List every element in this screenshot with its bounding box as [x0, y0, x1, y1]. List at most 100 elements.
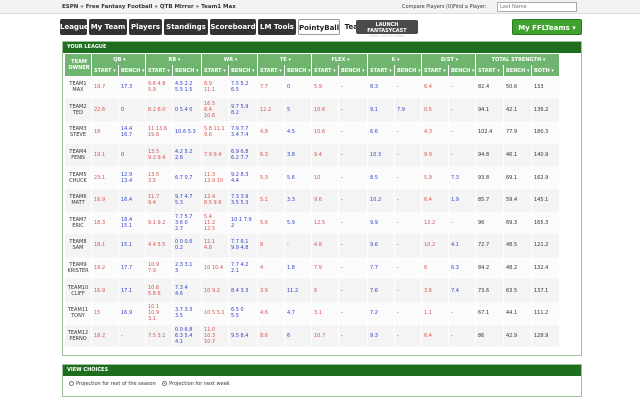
next-week-label[interactable]: Projection for next week: [169, 381, 230, 387]
flex-bench-cell: -: [339, 143, 367, 167]
team-owner-cell[interactable]: TEAM11 TONY: [65, 301, 91, 325]
dst-bench-header[interactable]: BENCH ▾: [449, 65, 475, 76]
my-teams-dropdown[interactable]: My FFLTeams ▾: [512, 19, 582, 35]
k-start-cell: 9.3: [368, 324, 394, 348]
team-owner-cell[interactable]: TEAM1 MAX: [65, 76, 91, 99]
team-owner-cell[interactable]: TEAM2 TED: [65, 98, 91, 122]
team-owner-cell[interactable]: TEAM6 MATT: [65, 188, 91, 212]
rb-start-header[interactable]: START ▾: [146, 65, 172, 76]
k-bench-header[interactable]: BENCH ▾: [395, 65, 421, 76]
dst-header[interactable]: D/ST ▾: [422, 54, 475, 65]
flex-start-cell: 10.7: [312, 324, 338, 348]
rb-bench-cell: 3.7 3.3 3.5: [173, 301, 201, 325]
rb-start-cell: 13.5 3.5: [146, 166, 172, 189]
k-start-cell: 7.2: [368, 301, 394, 325]
qb-bench-cell: 0: [119, 143, 145, 167]
tot-bench-cell: 42.9: [504, 324, 531, 348]
te-start-cell: 5.6: [258, 211, 284, 235]
find-player-input[interactable]: [497, 2, 577, 12]
qb-header[interactable]: QB ▾: [92, 54, 145, 65]
dst-start-header[interactable]: START ▾: [422, 65, 448, 76]
compare-players-link[interactable]: Compare Players (0): [402, 4, 454, 10]
team-owner-cell[interactable]: TEAM4 FENN: [65, 143, 91, 167]
tot-bench-cell: 69.3: [504, 211, 531, 235]
tab-standings[interactable]: Standings: [164, 19, 208, 35]
tab-lm-tools[interactable]: LM Tools: [258, 19, 296, 35]
total-start-header[interactable]: START ▾: [476, 65, 503, 76]
qb-start-header[interactable]: START ▾: [92, 65, 118, 76]
flex-header[interactable]: FLEX ▾: [312, 54, 367, 65]
team-owner-cell[interactable]: TEAM9 KRISTER: [65, 256, 91, 280]
dst-bench-cell: 7.3: [449, 166, 475, 189]
rest-of-season-radio[interactable]: [69, 381, 74, 386]
flex-bench-cell: -: [339, 76, 367, 99]
tab-players[interactable]: Players: [129, 19, 162, 35]
rest-of-season-label[interactable]: Projection for rest of the season: [76, 381, 156, 387]
team-owner-cell[interactable]: TEAM5 CHUCK: [65, 166, 91, 189]
tab-pointyball[interactable]: PointyBall: [298, 19, 340, 35]
rb-bench-header[interactable]: BENCH ▾: [173, 65, 201, 76]
dst-start-cell: 6.4: [422, 76, 448, 99]
te-bench-cell: 5: [285, 98, 311, 122]
k-start-cell: 7.7: [368, 256, 394, 280]
tot-start-cell: 73.6: [476, 279, 503, 302]
tot-start-cell: 82.4: [476, 76, 503, 99]
te-bench-cell: 4.7: [285, 301, 311, 325]
total-both-header[interactable]: BOTH ▾: [532, 65, 559, 76]
tot-both-cell: 140.9: [532, 143, 559, 167]
k-start-cell: 6.6: [368, 121, 394, 144]
dst-start-cell: 0.5: [422, 98, 448, 122]
view-choices-title: VIEW CHOICES: [63, 365, 581, 376]
wr-start-header[interactable]: START ▾: [202, 65, 228, 76]
tot-start-cell: 94.8: [476, 143, 503, 167]
team-owner-cell[interactable]: TEAM8 SAM: [65, 234, 91, 257]
rb-bench-cell: 0 5.4 0: [173, 98, 201, 122]
te-start-header[interactable]: START ▾: [258, 65, 284, 76]
launch-fantasycast-button[interactable]: LAUNCH FANTASYCAST FREE LIVE SCORING: [356, 20, 418, 38]
flex-bench-header[interactable]: BENCH ▾: [339, 65, 367, 76]
qb-bench-cell: 12.9 13.4: [119, 166, 145, 189]
qb-bench-header[interactable]: BENCH ▾: [119, 65, 145, 76]
te-start-cell: 8.6: [258, 324, 284, 348]
k-bench-cell: -: [395, 256, 421, 280]
te-start-cell: 7.7: [258, 76, 284, 99]
dst-start-cell: 1.1: [422, 301, 448, 325]
total-bench-header[interactable]: BENCH ▾: [504, 65, 531, 76]
k-start-cell: 8.3: [368, 76, 394, 99]
breadcrumb[interactable]: ESPN » Free Fantasy Football » QTB Mirro…: [62, 4, 236, 10]
wr-start-cell: 5.4 11.2 12.5: [202, 211, 228, 235]
rb-start-cell: 8.2 6.0: [146, 98, 172, 122]
team-owner-cell[interactable]: TEAM10 CLIFF: [65, 279, 91, 302]
te-start-cell: 12.2: [258, 98, 284, 122]
k-header[interactable]: K ▾: [368, 54, 421, 65]
te-header[interactable]: TE ▾: [258, 54, 311, 65]
k-start-header[interactable]: START ▾: [368, 65, 394, 76]
tab-scoreboard[interactable]: Scoreboard: [210, 19, 256, 35]
wr-start-cell: 12.1 4.8: [202, 234, 228, 257]
wr-bench-cell: 7.7 6.1 9.9 4.8: [229, 234, 257, 257]
k-start-cell: 9.6: [368, 234, 394, 257]
qb-bench-cell: 0: [119, 98, 145, 122]
rb-header[interactable]: RB ▾: [146, 54, 201, 65]
team-owner-cell[interactable]: TEAM7 ERIC: [65, 211, 91, 235]
panel-title: YOUR LEAGUE: [63, 42, 581, 53]
flex-start-cell: 4.8: [312, 234, 338, 257]
wr-start-cell: 11.3 12.9 10: [202, 166, 228, 189]
qb-start-cell: 18.1: [92, 234, 118, 257]
wr-bench-header[interactable]: BENCH ▾: [229, 65, 257, 76]
flex-bench-cell: -: [339, 234, 367, 257]
team-owner-cell[interactable]: TEAM12 PERNO: [65, 324, 91, 348]
te-bench-cell: 3.8: [285, 143, 311, 167]
wr-header[interactable]: WR ▾: [202, 54, 257, 65]
tot-start-cell: 93.8: [476, 166, 503, 189]
next-week-radio[interactable]: [162, 381, 168, 386]
team-owner-cell[interactable]: TEAM3 STEVE: [65, 121, 91, 144]
table-row: TEAM3 STEVE 18 14.4 16.7 11.13.6 19.6 10.6 5…: [65, 121, 559, 144]
tab-league[interactable]: League: [60, 19, 89, 35]
tab-my-team[interactable]: My Team: [89, 19, 127, 35]
total-strength-header[interactable]: TOTAL STRENGTH ▾: [476, 54, 559, 65]
te-bench-header[interactable]: BENCH ▾: [285, 65, 311, 76]
wr-bench-cell: 7.3 3.9 3.5 5.3: [229, 188, 257, 212]
flex-start-header[interactable]: START ▾: [312, 65, 338, 76]
dst-bench-cell: -: [449, 301, 475, 325]
